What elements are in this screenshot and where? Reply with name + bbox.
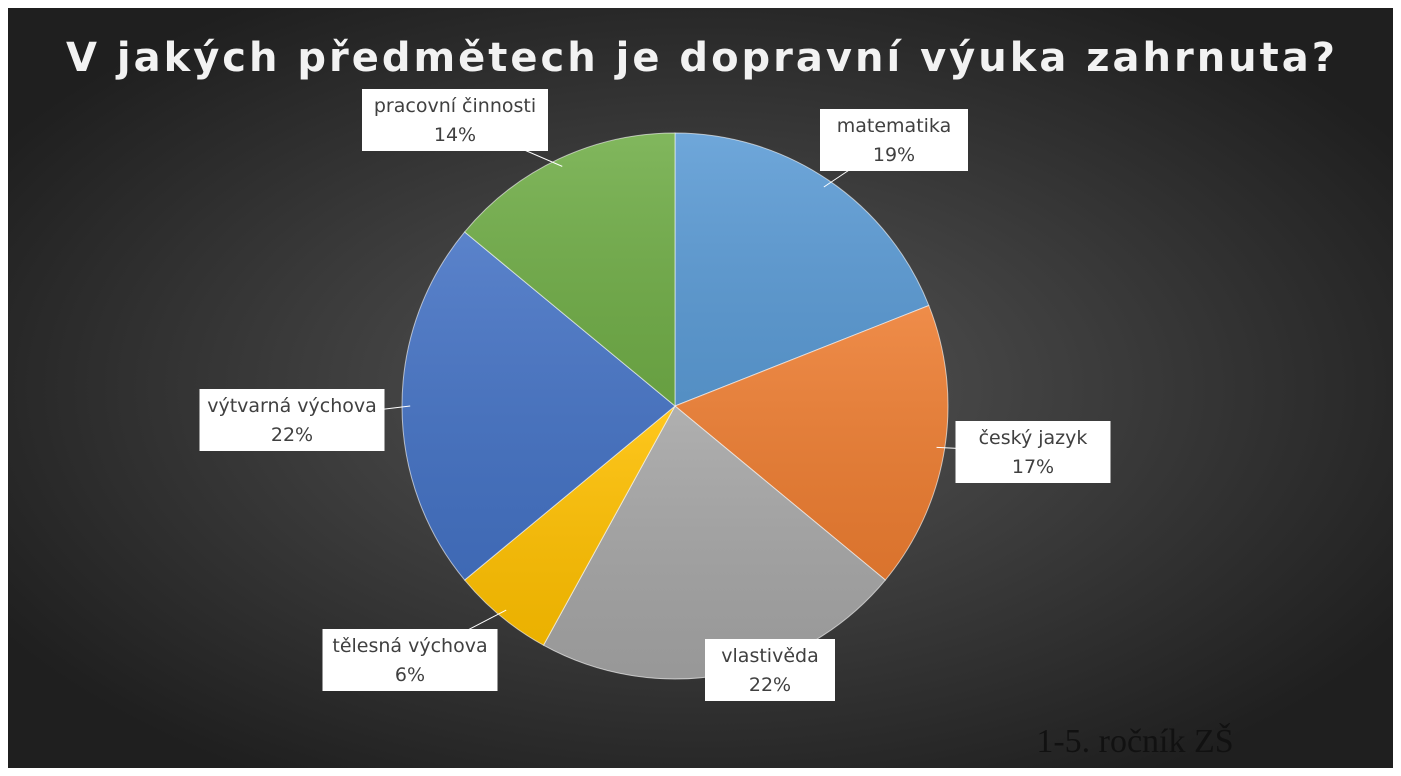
- data-label-value: 6%: [395, 664, 425, 686]
- data-label-category: matematika: [837, 115, 951, 137]
- data-label-category: vlastivěda: [721, 645, 818, 667]
- data-label-value: 17%: [1012, 456, 1054, 478]
- pie: [401, 132, 949, 680]
- chart-title: V jakých předmětech je dopravní výuka za…: [66, 35, 1338, 81]
- label-box: [955, 421, 1111, 483]
- data-label-category: tělesná výchova: [332, 635, 487, 657]
- slice-shade: [463, 132, 676, 408]
- slice-shade: [674, 304, 949, 581]
- slice-shade: [401, 231, 676, 581]
- data-label-value: 22%: [271, 424, 313, 446]
- data-label-value: 19%: [873, 144, 915, 166]
- label-box: [322, 629, 498, 691]
- data-label-value: 14%: [434, 124, 476, 146]
- data-label-category: pracovní činnosti: [374, 95, 536, 117]
- label-box: [820, 109, 968, 171]
- label-box: [705, 639, 835, 701]
- annotation: 1-5. ročník ZŠ: [1036, 722, 1233, 760]
- slice-shade: [674, 132, 930, 407]
- label-box: [199, 389, 385, 451]
- data-label-category: český jazyk: [979, 427, 1088, 449]
- labels: matematika 19% český jazyk 17% vlastivěda 22%…: [199, 89, 1111, 701]
- label-box: [362, 89, 548, 151]
- data-label-value: 22%: [749, 674, 791, 696]
- data-label-category: výtvarná výchova: [207, 395, 377, 417]
